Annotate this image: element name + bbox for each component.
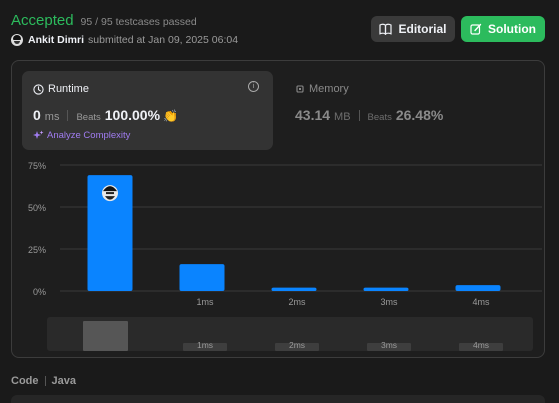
y-tick-label: 0% — [33, 287, 46, 297]
analyze-complexity-link[interactable]: Analyze Complexity — [33, 130, 130, 141]
code-label: Code — [11, 375, 39, 387]
navigator-bar — [367, 343, 411, 351]
author-name[interactable]: Ankit Dimri — [28, 34, 85, 46]
divider — [67, 109, 69, 121]
user-avatar-marker — [102, 185, 118, 202]
x-tick-label: 2ms — [288, 297, 306, 307]
status-accepted: Accepted — [11, 12, 74, 29]
submitted-time: submitted at Jan 09, 2025 06:04 — [88, 34, 239, 46]
divider — [358, 109, 360, 121]
chip-icon — [296, 85, 304, 93]
clock-icon — [33, 83, 44, 95]
code-section-label: Code Java — [11, 375, 76, 387]
runtime-beats-label: Beats — [76, 112, 101, 123]
bar — [87, 175, 133, 291]
bar — [179, 264, 225, 291]
avatar[interactable] — [11, 34, 23, 46]
runtime-unit: ms — [44, 111, 60, 123]
memory-title: Memory — [309, 83, 349, 95]
memory-beats-label: Beats — [367, 112, 392, 123]
navigator-bar — [83, 321, 128, 351]
status-row: Accepted 95 / 95 testcases passed — [11, 12, 197, 29]
runtime-header: Runtime — [33, 83, 89, 95]
navigator-label: 4ms — [473, 340, 489, 350]
runtime-distribution-chart: 0% 25% 50% 75% 1ms 2ms 3ms 4ms 1ms 2ms 3ms 4ms — [12, 157, 544, 351]
sparkle-icon — [33, 130, 44, 139]
navigator-label: 1ms — [197, 340, 213, 350]
navigator-bar — [183, 343, 227, 351]
memory-unit: MB — [334, 111, 351, 123]
solution-button[interactable]: Solution — [461, 16, 545, 42]
bar — [271, 287, 317, 291]
memory-value: 43.14 — [295, 107, 331, 123]
bar — [455, 285, 501, 291]
memory-header: Memory — [295, 83, 349, 95]
divider — [44, 376, 46, 386]
memory-beats-value: 26.48% — [395, 107, 444, 123]
analyze-complexity-label: Analyze Complexity — [47, 130, 131, 141]
runtime-panel[interactable]: Runtime i 0 ms Beats 100.00% 👏 Analyze C… — [22, 71, 273, 150]
info-icon[interactable]: i — [248, 81, 259, 92]
performance-card: Runtime i 0 ms Beats 100.00% 👏 Analyze C… — [11, 60, 545, 358]
editorial-button[interactable]: Editorial — [371, 16, 455, 42]
chart-navigator — [47, 317, 533, 351]
clapping-hands-icon: 👏 — [163, 109, 178, 123]
runtime-value: 0 — [33, 107, 41, 123]
runtime-title: Runtime — [48, 83, 89, 95]
testcases-passed: 95 / 95 testcases passed — [80, 16, 197, 28]
solution-label: Solution — [488, 22, 536, 36]
author-row: Ankit Dimri submitted at Jan 09, 2025 06… — [11, 34, 238, 46]
bar — [363, 287, 409, 291]
y-tick-label: 75% — [28, 161, 46, 171]
book-icon — [379, 23, 393, 35]
x-tick-label: 3ms — [380, 297, 398, 307]
navigator-label: 3ms — [381, 340, 397, 350]
chart-svg: 0% 25% 50% 75% 1ms 2ms 3ms 4ms 1ms 2ms 3ms 4ms — [28, 161, 542, 351]
code-editor-top — [11, 395, 545, 403]
memory-panel[interactable]: Memory 43.14 MB Beats 26.48% — [295, 71, 515, 150]
code-language: Java — [51, 375, 76, 387]
y-tick-label: 50% — [28, 203, 46, 213]
runtime-beats-value: 100.00% — [104, 107, 161, 123]
edit-icon — [470, 23, 482, 35]
navigator-bar — [459, 343, 503, 351]
navigator-label: 2ms — [289, 340, 305, 350]
navigator-bar — [275, 343, 319, 351]
x-tick-label: 1ms — [196, 297, 214, 307]
editorial-label: Editorial — [398, 22, 447, 36]
x-tick-label: 4ms — [472, 297, 490, 307]
y-tick-label: 25% — [28, 245, 46, 255]
memory-values: 43.14 MB Beats 26.48% — [295, 107, 443, 123]
runtime-values: 0 ms Beats 100.00% 👏 — [33, 107, 178, 123]
